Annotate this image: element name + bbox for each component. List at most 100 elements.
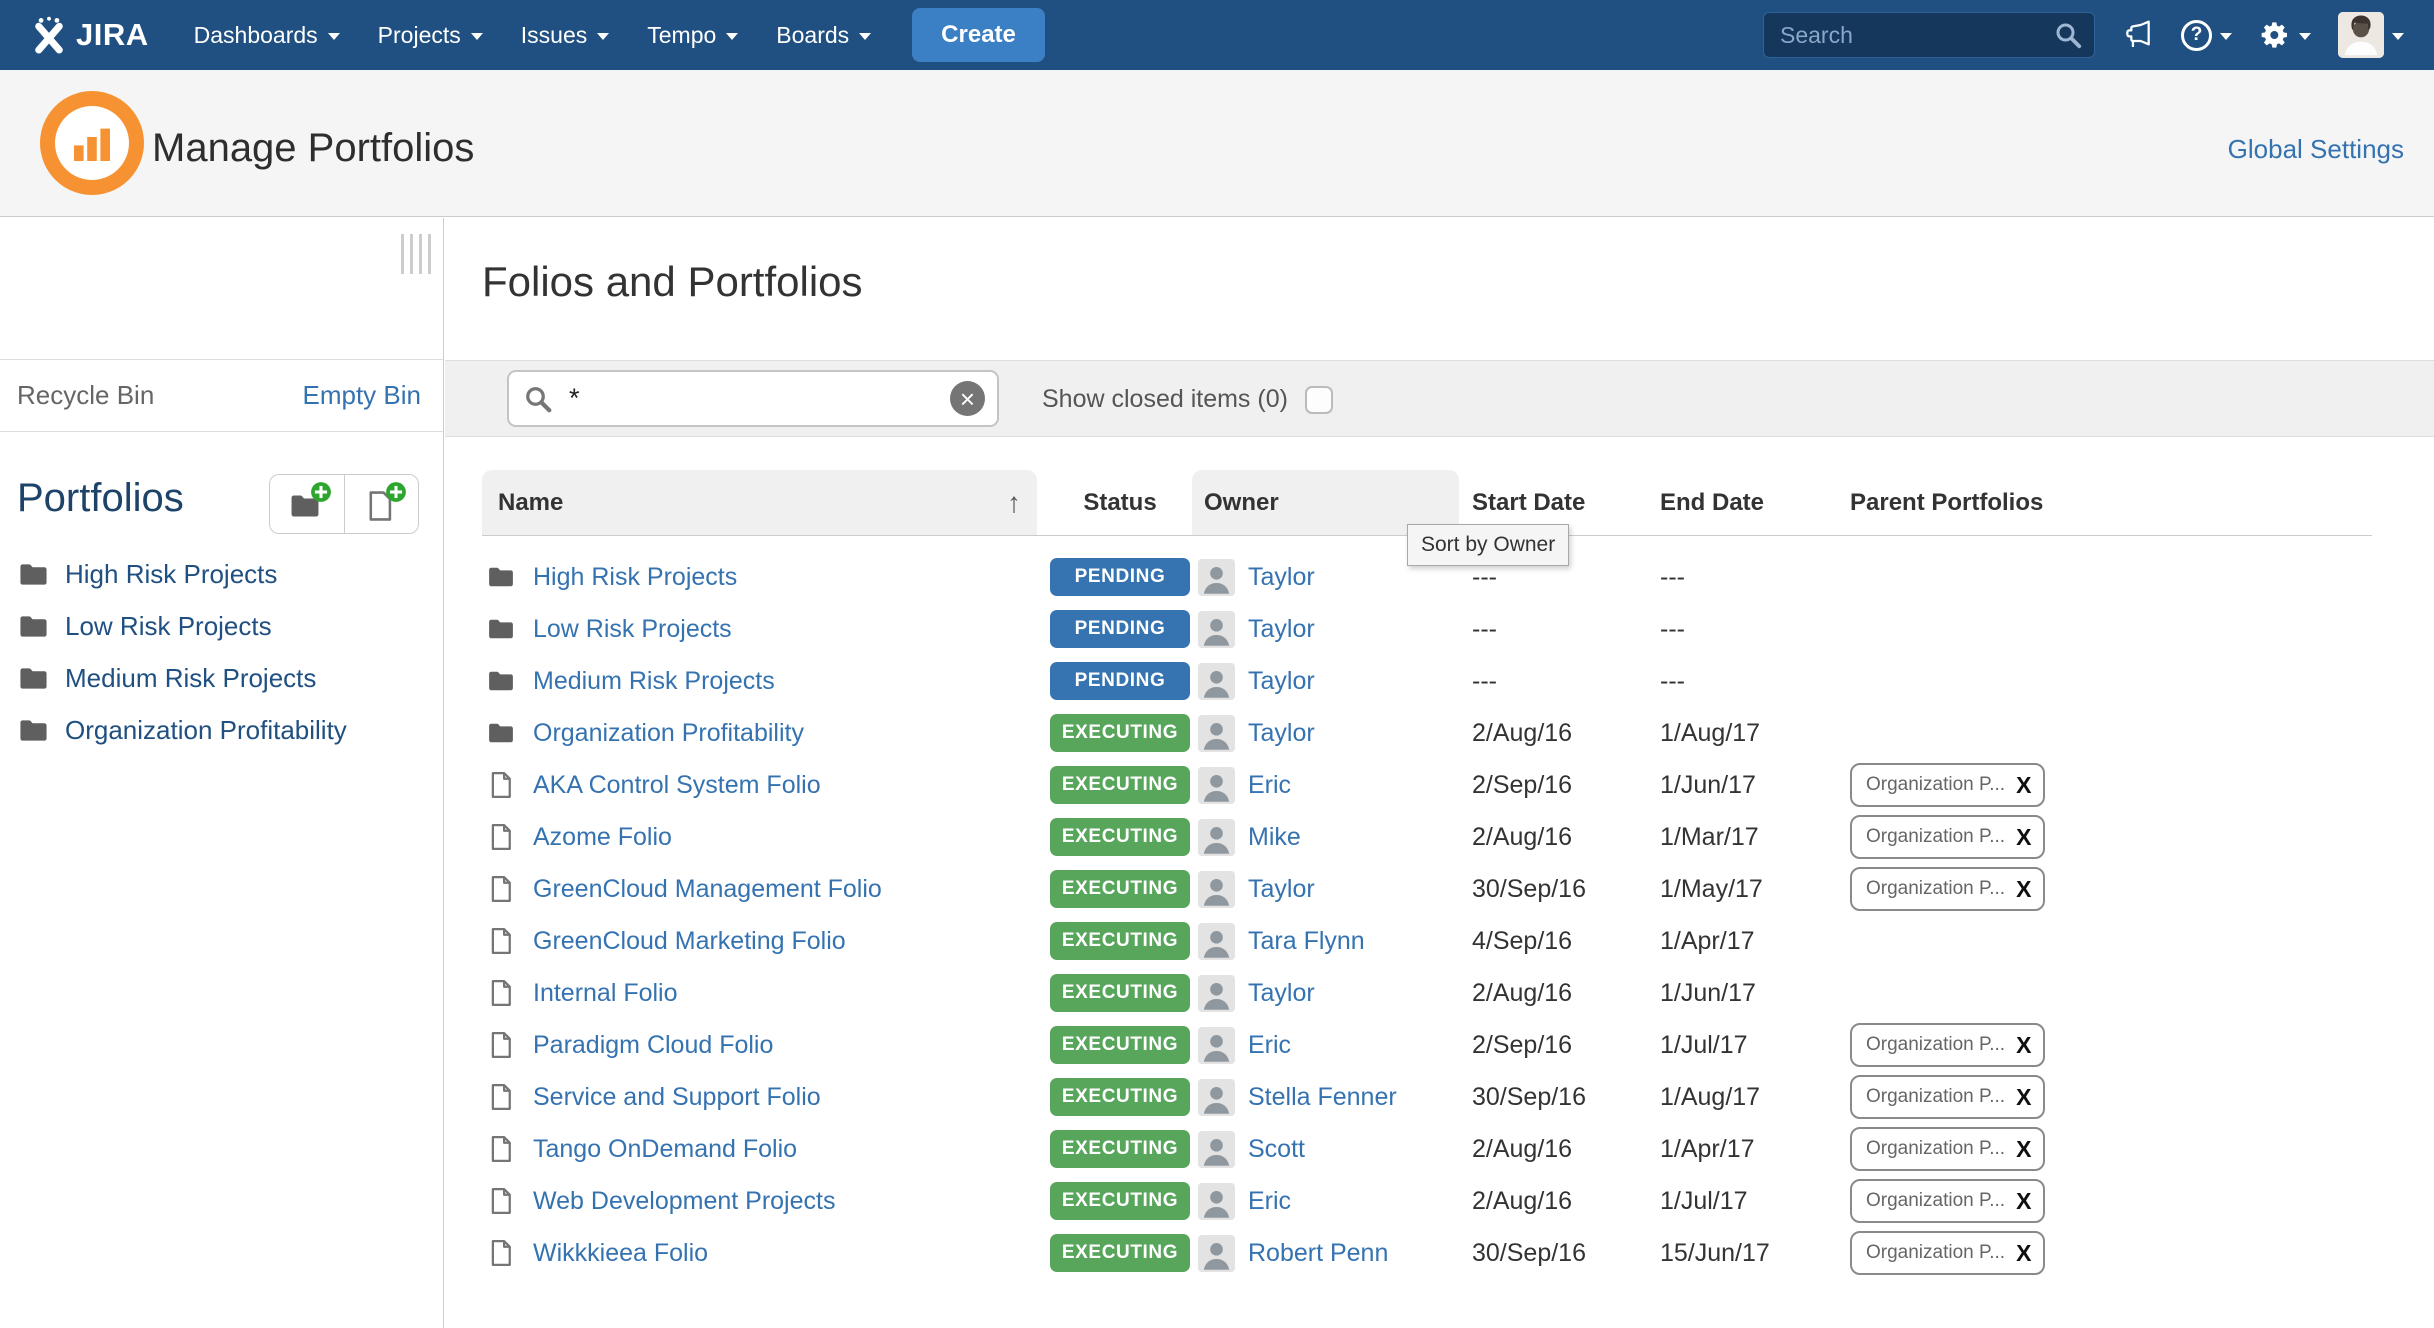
chevron-down-icon bbox=[859, 33, 871, 40]
remove-parent-button[interactable]: X bbox=[2016, 1086, 2031, 1109]
search-icon[interactable] bbox=[2053, 20, 2083, 50]
search-input[interactable] bbox=[1763, 12, 2095, 58]
status-badge: PENDING bbox=[1050, 662, 1190, 700]
owner-link[interactable]: Taylor bbox=[1248, 719, 1315, 748]
owner-avatar bbox=[1198, 663, 1235, 700]
status-badge: PENDING bbox=[1050, 558, 1190, 596]
owner-avatar bbox=[1198, 559, 1235, 596]
file-icon bbox=[486, 874, 516, 904]
sidebar-item-label: High Risk Projects bbox=[65, 559, 277, 590]
row-name-link[interactable]: Azome Folio bbox=[533, 823, 672, 852]
row-name-link[interactable]: Paradigm Cloud Folio bbox=[533, 1031, 773, 1060]
column-header-status[interactable]: Status bbox=[1048, 470, 1192, 535]
nav-item[interactable]: Tempo bbox=[628, 0, 757, 70]
global-settings-link[interactable]: Global Settings bbox=[2228, 134, 2404, 165]
jira-mark-icon bbox=[30, 16, 68, 54]
jira-logo[interactable]: JIRA bbox=[30, 16, 149, 54]
sidebar-resize-handle[interactable] bbox=[401, 234, 431, 274]
table-body: High Risk ProjectsPENDINGTaylor------Low… bbox=[482, 551, 2372, 1279]
row-name-link[interactable]: Internal Folio bbox=[533, 979, 678, 1008]
row-name-link[interactable]: AKA Control System Folio bbox=[533, 771, 821, 800]
gear-icon bbox=[2259, 19, 2291, 51]
sidebar-item[interactable]: Organization Profitability bbox=[0, 704, 443, 756]
owner-link[interactable]: Stella Fenner bbox=[1248, 1083, 1397, 1112]
user-menu-button[interactable] bbox=[2338, 12, 2404, 58]
clear-search-button[interactable]: × bbox=[950, 381, 985, 416]
end-date: 1/Aug/17 bbox=[1660, 719, 1850, 748]
owner-link[interactable]: Mike bbox=[1248, 823, 1301, 852]
announcements-button[interactable] bbox=[2122, 19, 2154, 51]
column-header-end-date[interactable]: End Date bbox=[1660, 470, 1850, 535]
nav-item[interactable]: Boards bbox=[757, 0, 890, 70]
remove-parent-button[interactable]: X bbox=[2016, 826, 2031, 849]
owner-link[interactable]: Eric bbox=[1248, 771, 1291, 800]
filter-toolbar: × Show closed items (0) bbox=[445, 360, 2434, 437]
table-row: Wikkkieea FolioEXECUTINGRobert Penn30/Se… bbox=[482, 1227, 2372, 1279]
help-menu-button[interactable]: ? bbox=[2181, 20, 2232, 51]
create-button[interactable]: Create bbox=[912, 8, 1045, 62]
owner-link[interactable]: Eric bbox=[1248, 1031, 1291, 1060]
filter-search-input[interactable] bbox=[553, 383, 950, 414]
megaphone-icon bbox=[2122, 19, 2154, 51]
owner-avatar bbox=[1198, 975, 1235, 1012]
top-navbar: JIRA DashboardsProjectsIssuesTempoBoards… bbox=[0, 0, 2434, 70]
parent-portfolio-chip: Organization P...X bbox=[1850, 1075, 2045, 1119]
sidebar-item[interactable]: High Risk Projects bbox=[0, 548, 443, 600]
status-badge: EXECUTING bbox=[1050, 974, 1190, 1012]
row-name-link[interactable]: Service and Support Folio bbox=[533, 1083, 821, 1112]
chevron-down-icon bbox=[597, 33, 609, 40]
nav-search bbox=[1763, 12, 2095, 58]
nav-item[interactable]: Issues bbox=[502, 0, 628, 70]
row-name-link[interactable]: Web Development Projects bbox=[533, 1187, 835, 1216]
remove-parent-button[interactable]: X bbox=[2016, 878, 2031, 901]
owner-link[interactable]: Scott bbox=[1248, 1135, 1305, 1164]
column-header-parent-portfolios[interactable]: Parent Portfolios bbox=[1850, 470, 2372, 535]
file-icon bbox=[486, 1238, 516, 1268]
remove-parent-button[interactable]: X bbox=[2016, 1242, 2031, 1265]
add-folio-button[interactable] bbox=[344, 474, 419, 534]
row-name-link[interactable]: Low Risk Projects bbox=[533, 615, 732, 644]
row-name-link[interactable]: Tango OnDemand Folio bbox=[533, 1135, 797, 1164]
parent-portfolio-chip: Organization P...X bbox=[1850, 1179, 2045, 1223]
column-header-name[interactable]: Name ↑ bbox=[482, 470, 1037, 535]
admin-menu-button[interactable] bbox=[2259, 19, 2311, 51]
remove-parent-button[interactable]: X bbox=[2016, 1138, 2031, 1161]
row-name-link[interactable]: Wikkkieea Folio bbox=[533, 1239, 708, 1268]
owner-link[interactable]: Taylor bbox=[1248, 667, 1315, 696]
owner-link[interactable]: Taylor bbox=[1248, 615, 1315, 644]
owner-link[interactable]: Taylor bbox=[1248, 875, 1315, 904]
chevron-down-icon bbox=[2299, 33, 2311, 40]
owner-avatar bbox=[1198, 1131, 1235, 1168]
bar-chart-icon bbox=[68, 119, 116, 167]
owner-link[interactable]: Tara Flynn bbox=[1248, 927, 1365, 956]
owner-link[interactable]: Eric bbox=[1248, 1187, 1291, 1216]
end-date: 1/Aug/17 bbox=[1660, 1083, 1850, 1112]
sidebar-item[interactable]: Medium Risk Projects bbox=[0, 652, 443, 704]
folder-icon bbox=[486, 666, 516, 696]
file-icon bbox=[486, 1082, 516, 1112]
parent-portfolio-label: Organization P... bbox=[1866, 774, 2005, 796]
show-closed-checkbox[interactable] bbox=[1305, 386, 1333, 414]
row-name-link[interactable]: High Risk Projects bbox=[533, 563, 737, 592]
row-name-link[interactable]: GreenCloud Management Folio bbox=[533, 875, 882, 904]
empty-bin-link[interactable]: Empty Bin bbox=[303, 380, 422, 411]
owner-link[interactable]: Robert Penn bbox=[1248, 1239, 1388, 1268]
portfolio-list: High Risk Projects Low Risk ProjectsMediu… bbox=[0, 548, 443, 756]
add-folder-button[interactable] bbox=[269, 474, 344, 534]
parent-portfolios-cell: Organization P...X bbox=[1850, 1023, 2372, 1067]
remove-parent-button[interactable]: X bbox=[2016, 774, 2031, 797]
parent-portfolio-label: Organization P... bbox=[1866, 826, 2005, 848]
column-label: Status bbox=[1083, 489, 1156, 517]
remove-parent-button[interactable]: X bbox=[2016, 1034, 2031, 1057]
row-name-link[interactable]: Medium Risk Projects bbox=[533, 667, 775, 696]
owner-avatar bbox=[1198, 1079, 1235, 1116]
nav-item[interactable]: Projects bbox=[359, 0, 502, 70]
owner-link[interactable]: Taylor bbox=[1248, 563, 1315, 592]
row-name-link[interactable]: Organization Profitability bbox=[533, 719, 804, 748]
owner-link[interactable]: Taylor bbox=[1248, 979, 1315, 1008]
folder-icon bbox=[17, 558, 50, 591]
sidebar-item[interactable]: Low Risk Projects bbox=[0, 600, 443, 652]
nav-item[interactable]: Dashboards bbox=[175, 0, 359, 70]
remove-parent-button[interactable]: X bbox=[2016, 1190, 2031, 1213]
row-name-link[interactable]: GreenCloud Marketing Folio bbox=[533, 927, 846, 956]
